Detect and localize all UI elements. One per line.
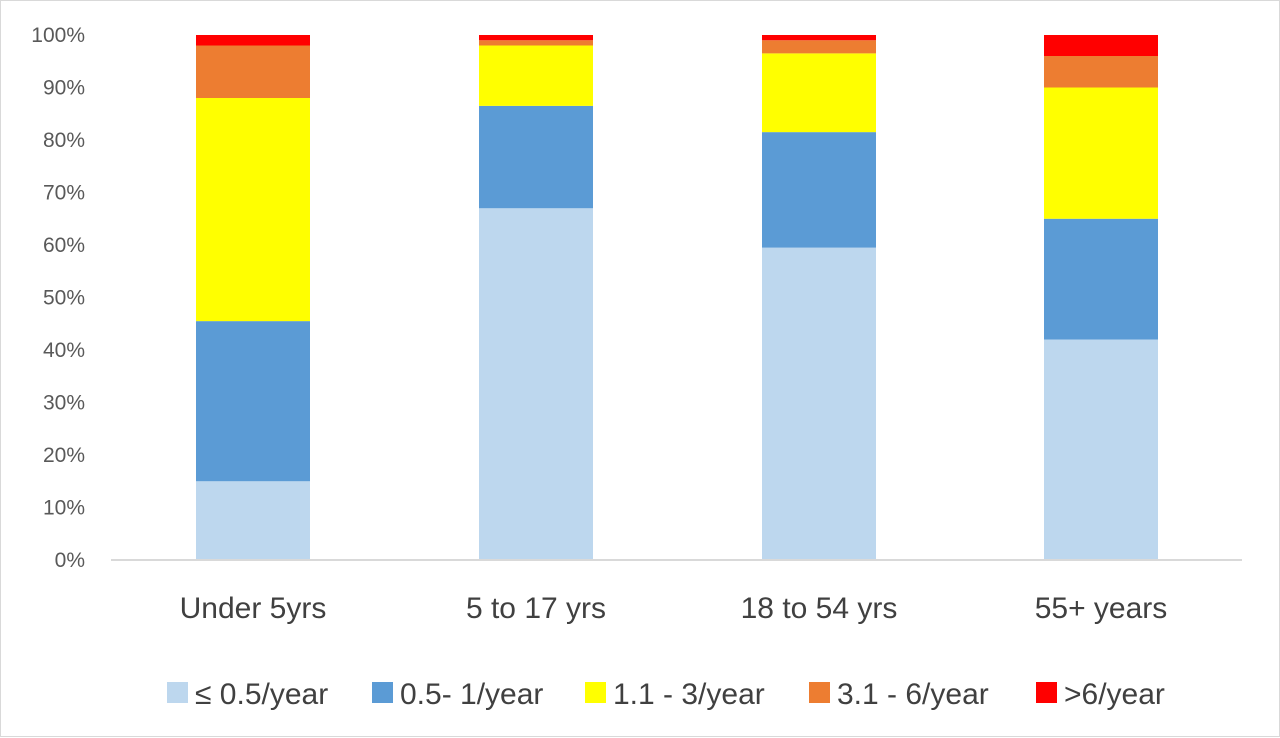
bar-stack — [479, 35, 593, 560]
bar-segment — [196, 98, 310, 322]
bar-segment — [479, 208, 593, 560]
bar-segment — [762, 53, 876, 133]
bar-segment — [762, 35, 876, 41]
bar-segment — [196, 35, 310, 46]
y-tick-label: 70% — [43, 182, 85, 205]
y-tick-label: 60% — [43, 234, 85, 257]
bar-segment — [196, 481, 310, 560]
bar-segment — [196, 321, 310, 482]
bar-segment — [1044, 218, 1158, 340]
y-tick-label: 0% — [55, 549, 85, 572]
legend-label: 1.1 - 3/year — [613, 678, 765, 711]
legend-item: >6/year — [1036, 678, 1165, 711]
y-tick-label: 80% — [43, 129, 85, 152]
bar-segment — [1044, 35, 1158, 56]
legend-label: ≤ 0.5/year — [195, 678, 328, 711]
legend-item: 1.1 - 3/year — [585, 678, 765, 711]
y-tick-label: 90% — [43, 77, 85, 100]
y-tick-label: 50% — [43, 287, 85, 310]
bar-segment — [1044, 87, 1158, 219]
bar-segment — [479, 105, 593, 209]
bar-segment — [479, 45, 593, 106]
x-category-label: 5 to 17 yrs — [466, 592, 606, 625]
bar-segment — [479, 40, 593, 46]
bar-stack — [762, 35, 876, 560]
legend-label: 3.1 - 6/year — [837, 678, 989, 711]
y-axis-ticks: 0% 10% 20% 30% 40% 50% 60% 70% 80% 90% 100% — [31, 24, 85, 572]
bar-stack — [1044, 35, 1158, 560]
y-tick-label: 20% — [43, 444, 85, 467]
legend-swatch — [167, 682, 188, 703]
legend-item: ≤ 0.5/year — [167, 678, 328, 711]
legend-swatch — [1036, 682, 1057, 703]
legend-label: >6/year — [1064, 678, 1165, 711]
legend-label: 0.5- 1/year — [400, 678, 543, 711]
y-tick-label: 30% — [43, 392, 85, 415]
x-category-label: 18 to 54 yrs — [741, 592, 898, 625]
y-tick-label: 10% — [43, 497, 85, 520]
legend-swatch — [372, 682, 393, 703]
bar-segment — [1044, 56, 1158, 88]
bar-segment — [762, 132, 876, 248]
bar-segment — [762, 40, 876, 54]
legend: ≤ 0.5/year 0.5- 1/year 1.1 - 3/year 3.1 - 6… — [167, 678, 1165, 711]
bar-stacks — [196, 35, 1158, 560]
legend-swatch — [585, 682, 606, 703]
x-axis-labels: Under 5yrs 5 to 17 yrs 18 to 54 yrs 55+ yea… — [180, 592, 1168, 625]
bar-stack — [196, 35, 310, 560]
legend-item: 3.1 - 6/year — [809, 678, 989, 711]
bar-segment — [479, 35, 593, 41]
legend-item: 0.5- 1/year — [372, 678, 543, 711]
x-category-label: 55+ years — [1035, 592, 1168, 625]
bar-segment — [1044, 339, 1158, 560]
y-tick-label: 100% — [31, 24, 85, 47]
x-category-label: Under 5yrs — [180, 592, 327, 625]
bar-segment — [196, 45, 310, 98]
legend-swatch — [809, 682, 830, 703]
y-tick-label: 40% — [43, 339, 85, 362]
bar-segment — [762, 247, 876, 560]
